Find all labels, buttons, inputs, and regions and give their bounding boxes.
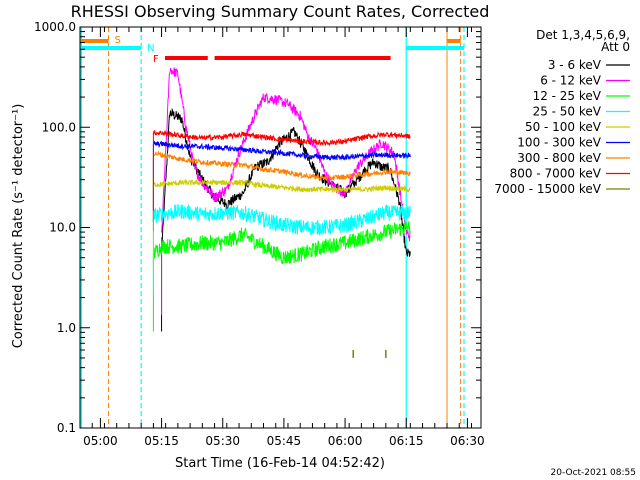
y-tick-label: 100.0: [42, 120, 76, 134]
n-flag-label: N: [147, 43, 154, 54]
chart-title: RHESSI Observing Summary Count Rates, Co…: [71, 2, 490, 21]
legend-label-4: 50 - 100 keV: [525, 120, 602, 134]
legend-label-8: 7000 - 15000 keV: [494, 182, 601, 196]
legend-header-detectors: Det 1,3,4,5,6,9,: [536, 28, 630, 42]
legend-label-5: 100 - 300 keV: [517, 136, 601, 150]
f-flag-label: F: [153, 54, 159, 65]
x-tick-label: 06:15: [389, 434, 424, 448]
axes: 0.1 1.0 10.0 100.0 1000.0 05:00 05:15 05:30 05:4…: [34, 20, 485, 448]
legend-label-1: 6 - 12 keV: [540, 74, 602, 88]
y-tick-label: 10.0: [49, 221, 76, 235]
x-tick-label: 05:30: [205, 434, 240, 448]
series-line-7: [152, 130, 411, 147]
series-line-2: [152, 221, 411, 265]
y-tick-label: 1.0: [57, 321, 76, 335]
x-tick-label: 05:00: [83, 434, 118, 448]
x-tick-label: 06:00: [328, 434, 363, 448]
legend-label-6: 300 - 800 keV: [517, 151, 601, 165]
legend-label-7: 800 - 7000 keV: [510, 167, 602, 181]
series-line-6: [152, 150, 411, 182]
series-line-1: [161, 67, 411, 242]
s-flag-label: S: [115, 35, 121, 46]
y-axis-label: Corrected Count Rate (s⁻¹ detector⁻¹): [11, 104, 26, 349]
legend-label-0: 3 - 6 keV: [548, 58, 602, 72]
y-tick-label: 1000.0: [34, 20, 76, 34]
x-tick-label: 05:15: [144, 434, 179, 448]
y-tick-label: 0.1: [57, 421, 76, 435]
legend-label-2: 12 - 25 keV: [533, 89, 602, 103]
legend-label-3: 25 - 50 keV: [533, 105, 602, 119]
series-line-3: [152, 204, 411, 236]
x-tick-label: 06:30: [450, 434, 485, 448]
series-line-4: [152, 178, 411, 194]
legend-header-attenuator: Att 0: [601, 40, 630, 54]
x-axis-label: Start Time (16-Feb-14 04:52:42): [175, 456, 385, 471]
timestamp: 20-Oct-2021 08:55: [551, 468, 636, 478]
x-tick-label: 05:45: [267, 434, 302, 448]
series-line-5: [152, 140, 411, 161]
